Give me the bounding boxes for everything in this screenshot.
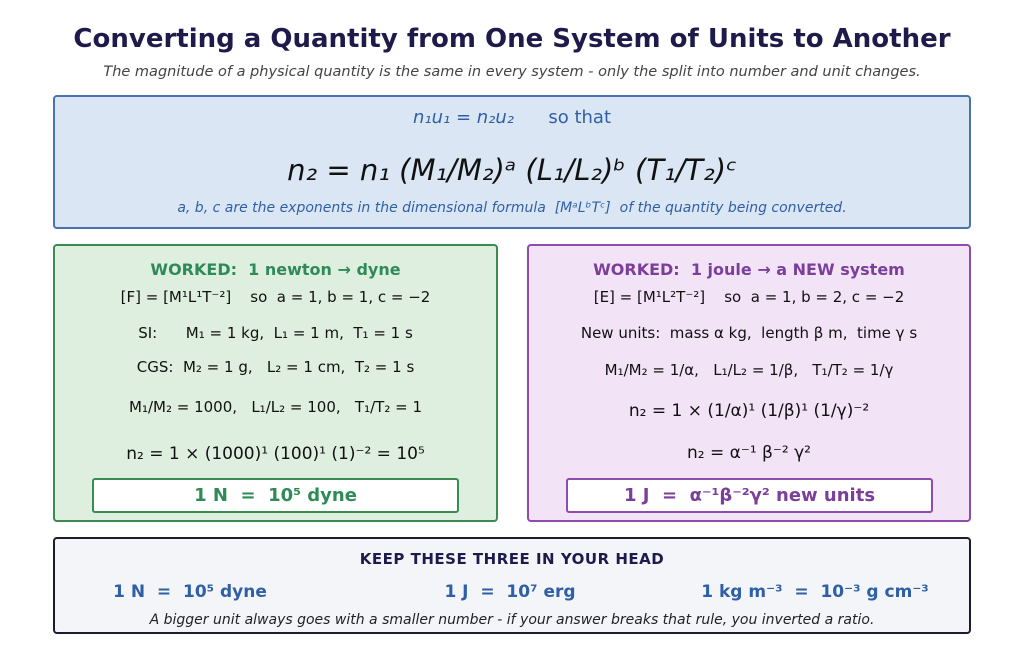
panel-heading: WORKED: 1 joule → a NEW system (593, 260, 905, 279)
panel-line: n₂ = 1 × (1000)¹ (100)¹ (1)⁻² = 10⁵ (126, 444, 425, 464)
subtitle: The magnitude of a physical quantity is … (103, 64, 921, 80)
summary-box: KEEP THESE THREE IN YOUR HEAD 1 N = 10⁵ … (53, 537, 971, 634)
panel-newton: WORKED: 1 newton → dyne [F] = [M¹L¹T⁻²] … (53, 244, 498, 522)
panel-line: CGS: M₂ = 1 g, L₂ = 1 cm, T₂ = 1 s (136, 358, 415, 376)
summary-heading: KEEP THESE THREE IN YOUR HEAD (359, 550, 665, 568)
panel-line: M₁/M₂ = 1/α, L₁/L₂ = 1/β, T₁/T₂ = 1/γ (604, 361, 894, 379)
panel-line: SI: M₁ = 1 kg, L₁ = 1 m, T₁ = 1 s (138, 324, 413, 342)
summary-fact: 1 J = 10⁷ erg (444, 582, 576, 602)
panel-result: 1 N = 10⁵ dyne (92, 478, 459, 513)
panel-line: [F] = [M¹L¹T⁻²] so a = 1, b = 1, c = −2 (120, 288, 431, 306)
relation: n₁u₁ = n₂u₂ (412, 107, 514, 128)
summary-fact: 1 N = 10⁵ dyne (113, 582, 267, 602)
connector: so that (548, 107, 612, 128)
panel-line: M₁/M₂ = 1000, L₁/L₂ = 100, T₁/T₂ = 1 (129, 398, 422, 416)
panel-heading: WORKED: 1 newton → dyne (150, 260, 401, 279)
formula-relation-row: n₁u₁ = n₂u₂ so that (55, 107, 969, 128)
title: Converting a Quantity from One System of… (73, 24, 951, 54)
summary-footnote: A bigger unit always goes with a smaller… (149, 612, 875, 628)
formula-note: a, b, c are the exponents in the dimensi… (177, 200, 847, 216)
panel-line: n₂ = 1 × (1/α)¹ (1/β)¹ (1/γ)⁻² (628, 401, 870, 421)
panel-result: 1 J = α⁻¹β⁻²γ² new units (566, 478, 933, 513)
panel-joule: WORKED: 1 joule → a NEW system [E] = [M¹… (527, 244, 971, 522)
main-formula: n₂ = n₁ (M₁/M₂)ᵃ (L₁/L₂)ᵇ (T₁/T₂)ᶜ (287, 153, 737, 187)
panel-line: [E] = [M¹L²T⁻²] so a = 1, b = 2, c = −2 (593, 288, 905, 306)
formula-box: n₁u₁ = n₂u₂ so that n₂ = n₁ (M₁/M₂)ᵃ (L₁… (53, 95, 971, 229)
panel-line: n₂ = α⁻¹ β⁻² γ² (687, 443, 811, 463)
panel-line: New units: mass α kg, length β m, time γ… (580, 324, 918, 342)
summary-fact: 1 kg m⁻³ = 10⁻³ g cm⁻³ (701, 582, 929, 602)
